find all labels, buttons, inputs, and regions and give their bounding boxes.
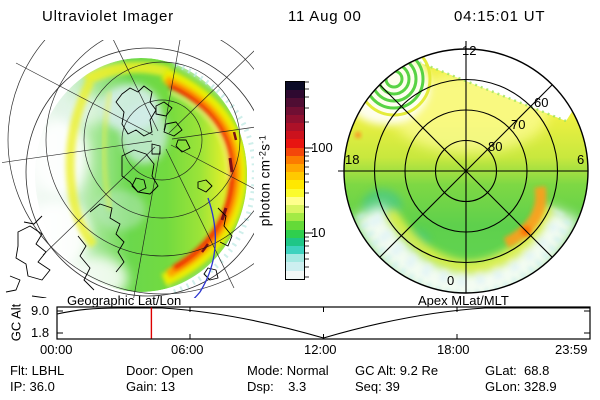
polar-mlt-label-6: 6	[577, 152, 585, 167]
status-glat: GLat: 68.8	[485, 363, 550, 378]
colorbar-tick-10: 10	[311, 225, 326, 240]
orbit-altitude-curve	[56, 307, 590, 339]
colorbar-band	[286, 270, 304, 279]
status-dsp: Dsp: 3.3	[247, 379, 307, 394]
colorbar-band	[286, 114, 304, 124]
colorbar-band	[286, 237, 304, 247]
colorbar-band	[286, 196, 304, 206]
coastlines	[5, 85, 233, 298]
colorbar-band	[286, 90, 304, 99]
geographic-map-panel	[2, 40, 254, 298]
colorbar-band	[286, 147, 304, 156]
polar-mlat-label-70: 70	[511, 117, 526, 132]
colorbar-band	[286, 106, 304, 115]
status-mode: Mode: Normal	[247, 363, 329, 378]
polar-mlt-label-12: 12	[462, 43, 477, 58]
status-door: Door: Open	[126, 363, 194, 378]
colorbar-bands	[285, 81, 305, 280]
colorbar-band	[286, 155, 304, 165]
polar-mlt-label-0: 0	[447, 273, 455, 288]
status-seq: Seq: 39	[355, 379, 400, 394]
map-caption: Geographic Lat/Lon	[67, 293, 182, 308]
status-gain: Gain: 13	[126, 379, 176, 394]
status-gc-alt: GC Alt: 9.2 Re	[355, 363, 439, 378]
colorbar-band	[286, 221, 304, 230]
polar-caption: Apex MLat/MLT	[418, 293, 509, 308]
timeline-ytick-1-8: 1.8	[31, 325, 50, 340]
colorbar-band	[286, 229, 304, 238]
timeline-xtick-1200: 12:00	[304, 342, 337, 357]
status-ip: IP: 36.0	[10, 379, 55, 394]
timeline-ytick-9: 9.0	[31, 303, 50, 318]
timeline-xtick-0600: 06:00	[171, 342, 204, 357]
polar-mlat-label-80: 80	[488, 139, 503, 154]
title-time: 04:15:01 UT	[454, 8, 546, 25]
dayside-limb-arc	[161, 60, 247, 292]
colorbar-tick-100: 100	[311, 140, 333, 155]
terminator-line	[193, 197, 216, 298]
colorbar-band	[286, 123, 304, 132]
colorbar-band	[286, 131, 304, 140]
apex-polar-plot	[338, 41, 589, 294]
colorbar-band	[286, 188, 304, 197]
timeline-xtick-2359: 23:59	[555, 342, 588, 357]
timeline-ylabel: GC Alt	[8, 303, 24, 342]
timeline-xtick-1800: 18:00	[437, 342, 470, 357]
colorbar-band	[286, 180, 304, 189]
timeline-xtick-0000: 00:00	[40, 342, 73, 357]
polar-grid	[338, 41, 589, 294]
colorbar-band	[286, 246, 304, 255]
colorbar-band	[286, 164, 304, 173]
colorbar-band	[286, 205, 304, 214]
title-date: 11 Aug 00	[288, 8, 362, 25]
polar-mlt-label-18: 18	[345, 152, 360, 167]
status-glon: GLon: 328.9	[485, 379, 557, 394]
colorbar-band	[286, 82, 304, 91]
gc-alt-timeline	[56, 306, 591, 340]
page-title: Ultraviolet Imager	[42, 8, 174, 25]
colorbar-band	[286, 172, 304, 181]
colorbar-unit-label: photon cm-2s-1	[257, 134, 273, 227]
colorbar-band	[286, 98, 304, 107]
colorbar-band	[286, 213, 304, 222]
colorbar-band	[286, 262, 304, 271]
colorbar-band	[286, 139, 304, 148]
map-graticule	[2, 40, 254, 298]
colorbar-ticks	[305, 81, 313, 278]
colorbar-band	[286, 254, 304, 263]
polar-mlat-label-60: 60	[534, 95, 549, 110]
aurora-image-disk	[35, 58, 247, 292]
status-flt: Flt: LBHL	[10, 363, 65, 378]
